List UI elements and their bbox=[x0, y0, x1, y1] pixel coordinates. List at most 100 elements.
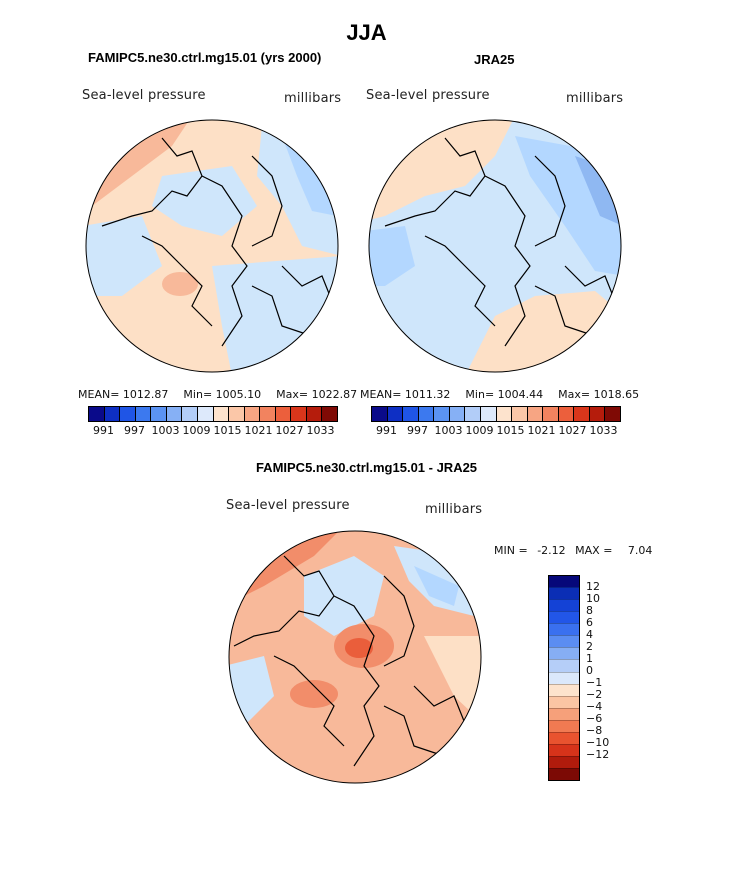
colorbar-swatch bbox=[464, 407, 480, 421]
colorbar-swatch bbox=[526, 407, 543, 421]
panel1-colorbar bbox=[88, 406, 338, 422]
panel1-min-label: Min= bbox=[183, 388, 213, 401]
panel3-high-cell-southwest bbox=[290, 680, 338, 708]
colorbar-swatch bbox=[495, 407, 512, 421]
colorbar-swatch bbox=[119, 407, 135, 421]
figure-title: JJA bbox=[346, 20, 387, 45]
colorbar-swatch bbox=[274, 407, 291, 421]
colorbar-tick-label: −1 bbox=[586, 676, 603, 689]
panel1-title: FAMIPC5.ne30.ctrl.mg15.01 (yrs 2000) bbox=[88, 50, 322, 65]
colorbar-tick-label: 12 bbox=[586, 580, 600, 593]
panel3-near-zero-east bbox=[424, 636, 481, 726]
panel3-low-region-northeast-deep bbox=[414, 566, 459, 606]
colorbar-swatch bbox=[212, 407, 229, 421]
panel1-units-label: millibars bbox=[284, 91, 342, 106]
colorbar-swatch bbox=[228, 407, 244, 421]
colorbar-swatch bbox=[549, 599, 579, 612]
colorbar-swatch bbox=[549, 587, 579, 600]
colorbar-swatch bbox=[433, 407, 449, 421]
panel1-low-region-center bbox=[152, 166, 257, 236]
panel1-min-value: 1005.10 bbox=[215, 388, 262, 401]
panel1-coastlines bbox=[101, 137, 333, 347]
panel1-stats: MEAN= 1012.87 Min= 1005.10 Max= 1022.87 bbox=[78, 388, 357, 401]
panel3-min-label: MIN = bbox=[494, 544, 528, 557]
panel2-stats: MEAN= 1011.32 Min= 1004.44 Max= 1018.65 bbox=[360, 388, 639, 401]
colorbar-swatch bbox=[549, 719, 579, 732]
colorbar-swatch bbox=[417, 407, 434, 421]
colorbar-tick-label: 1003 bbox=[151, 424, 180, 437]
colorbar-tick-label: 1021 bbox=[527, 424, 556, 437]
colorbar-tick-label: 1009 bbox=[465, 424, 494, 437]
panel2-mean-label: MEAN= bbox=[360, 388, 402, 401]
colorbar-swatch bbox=[549, 743, 579, 756]
panel3-low-region-north bbox=[304, 556, 384, 636]
colorbar-swatch bbox=[290, 407, 306, 421]
panel2-min-label: Min= bbox=[465, 388, 495, 401]
colorbar-tick-label: −12 bbox=[586, 748, 610, 761]
colorbar-tick-label: 1027 bbox=[558, 424, 587, 437]
panel3-polar-map bbox=[228, 530, 482, 784]
colorbar-swatch bbox=[479, 407, 496, 421]
panel2-units-label: millibars bbox=[566, 91, 624, 106]
colorbar-tick-label: 991 bbox=[93, 424, 114, 437]
panel2-mean-value: 1011.32 bbox=[404, 388, 451, 401]
colorbar-swatch bbox=[448, 407, 465, 421]
colorbar-swatch bbox=[134, 407, 151, 421]
panel2-max-label: Max= bbox=[558, 388, 591, 401]
colorbar-swatch bbox=[557, 407, 574, 421]
colorbar-swatch bbox=[196, 407, 213, 421]
panel3-high-cell-center-core bbox=[345, 638, 373, 658]
colorbar-swatch bbox=[549, 768, 579, 781]
colorbar-tick-label: 1015 bbox=[213, 424, 242, 437]
colorbar-swatch bbox=[150, 407, 166, 421]
panel3-max-value: 7.04 bbox=[627, 544, 653, 557]
colorbar-swatch bbox=[103, 407, 120, 421]
colorbar-tick-label: −10 bbox=[586, 736, 610, 749]
colorbar-swatch bbox=[604, 407, 620, 421]
panel3-min-value: -2.12 bbox=[537, 544, 566, 557]
panel2-polar-map bbox=[368, 119, 622, 373]
colorbar-swatch bbox=[402, 407, 418, 421]
colorbar-swatch bbox=[549, 731, 579, 744]
panel1-max-value: 1022.87 bbox=[311, 388, 358, 401]
panel3-colorbar bbox=[548, 575, 580, 781]
colorbar-swatch bbox=[549, 647, 579, 660]
panel1-colorbar-ticks: 991 997 1003 1009 1015 1021 1027 1033 bbox=[88, 424, 336, 438]
panel1-polar-map bbox=[85, 119, 339, 373]
panel3-units-label: millibars bbox=[425, 502, 483, 517]
colorbar-swatch bbox=[372, 407, 387, 421]
colorbar-tick-label: 1015 bbox=[496, 424, 525, 437]
panel3-variable-label: Sea-level pressure bbox=[226, 498, 350, 513]
colorbar-tick-label: 4 bbox=[586, 628, 593, 641]
colorbar-swatch bbox=[511, 407, 527, 421]
colorbar-swatch bbox=[549, 755, 579, 768]
colorbar-tick-label: −6 bbox=[586, 712, 603, 725]
panel1-low-region-south bbox=[212, 256, 338, 372]
colorbar-tick-label: 991 bbox=[376, 424, 397, 437]
colorbar-swatch bbox=[549, 695, 579, 708]
colorbar-tick-label: 1 bbox=[586, 652, 593, 665]
colorbar-swatch bbox=[549, 683, 579, 696]
colorbar-tick-label: 0 bbox=[586, 664, 593, 677]
colorbar-tick-label: 6 bbox=[586, 616, 593, 629]
colorbar-tick-label: 1021 bbox=[244, 424, 273, 437]
colorbar-tick-label: 10 bbox=[586, 592, 600, 605]
panel2-colorbar bbox=[371, 406, 621, 422]
panel2-colorbar-ticks: 991 997 1003 1009 1015 1021 1027 1033 bbox=[371, 424, 619, 438]
colorbar-tick-label: −8 bbox=[586, 724, 603, 737]
colorbar-swatch bbox=[542, 407, 558, 421]
colorbar-swatch bbox=[549, 635, 579, 648]
colorbar-tick-label: 997 bbox=[407, 424, 428, 437]
panel2-coastlines bbox=[384, 137, 616, 347]
panel3-max-label: MAX = bbox=[575, 544, 613, 557]
panel1-mean-label: MEAN= bbox=[78, 388, 120, 401]
panel3-stats: MIN = -2.12 MAX = 7.04 bbox=[494, 544, 652, 557]
colorbar-tick-label: 1003 bbox=[434, 424, 463, 437]
colorbar-swatch bbox=[588, 407, 605, 421]
colorbar-swatch bbox=[89, 407, 104, 421]
colorbar-tick-label: 8 bbox=[586, 604, 593, 617]
colorbar-swatch bbox=[243, 407, 260, 421]
colorbar-swatch bbox=[549, 671, 579, 684]
panel2-min-value: 1004.44 bbox=[497, 388, 544, 401]
colorbar-swatch bbox=[549, 611, 579, 624]
